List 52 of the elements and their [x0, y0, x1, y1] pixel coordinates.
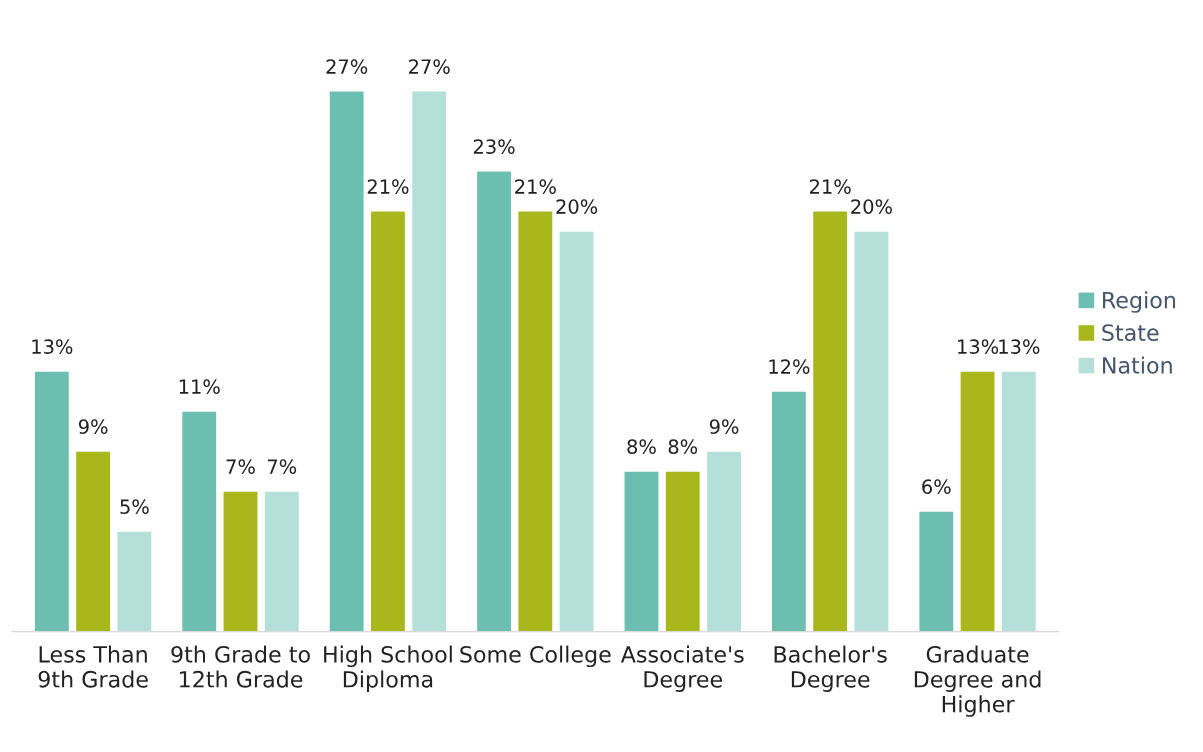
bar: [624, 471, 659, 632]
bar: [665, 471, 700, 632]
bar: [960, 371, 995, 632]
bar: [813, 211, 848, 632]
data-label: 9%: [78, 419, 108, 434]
data-label: 13%: [32, 339, 73, 354]
data-label: 21%: [809, 179, 851, 194]
bar: [329, 91, 364, 632]
data-label: 27%: [409, 59, 450, 74]
data-label: 8%: [627, 439, 656, 454]
data-label: 5%: [120, 499, 149, 515]
x-tick-label: Bachelor's Degree: [774, 645, 887, 692]
data-label: 7%: [226, 459, 255, 474]
data-label: 23%: [473, 139, 515, 154]
bar: [919, 511, 954, 632]
data-label: 11%: [179, 379, 220, 394]
bar: [76, 451, 111, 632]
x-tick-label: Associate's Degree: [620, 645, 744, 692]
data-label: 21%: [515, 179, 556, 194]
bar: [477, 171, 511, 632]
bar: [117, 531, 152, 632]
data-label: 9%: [709, 419, 739, 434]
bar: [1001, 371, 1036, 632]
bar: [707, 451, 741, 632]
data-label: 7%: [267, 459, 297, 474]
bar: [559, 231, 594, 632]
data-label: 6%: [922, 479, 951, 495]
data-label: 20%: [556, 199, 598, 214]
bar: [854, 231, 889, 632]
bar: [412, 91, 447, 632]
bar: [223, 491, 258, 632]
legend-label: State: [1102, 324, 1159, 342]
x-tick-label: Less Than 9th Grade: [38, 645, 148, 688]
data-label: 27%: [326, 59, 368, 74]
data-label: 21%: [367, 179, 409, 194]
x-tick-label: 9th Grade to 12th Grade: [171, 645, 310, 688]
bar: [182, 411, 217, 632]
x-tick-label: Graduate Degree and Higher: [914, 645, 1041, 717]
bar: [34, 371, 69, 632]
data-label: 20%: [851, 199, 892, 214]
data-label: 13%: [999, 339, 1040, 354]
data-label: 12%: [769, 359, 810, 374]
x-tick-label: Some College: [460, 645, 611, 668]
data-label: 8%: [668, 439, 698, 454]
legend-label: Region: [1103, 291, 1176, 313]
bar: [264, 491, 299, 632]
data-label: 13%: [958, 339, 999, 354]
bar: [771, 391, 806, 632]
bar: [518, 211, 553, 632]
legend-label: Nation: [1103, 356, 1172, 374]
bar: [371, 211, 405, 632]
x-tick-label: High School Diploma: [324, 645, 452, 692]
